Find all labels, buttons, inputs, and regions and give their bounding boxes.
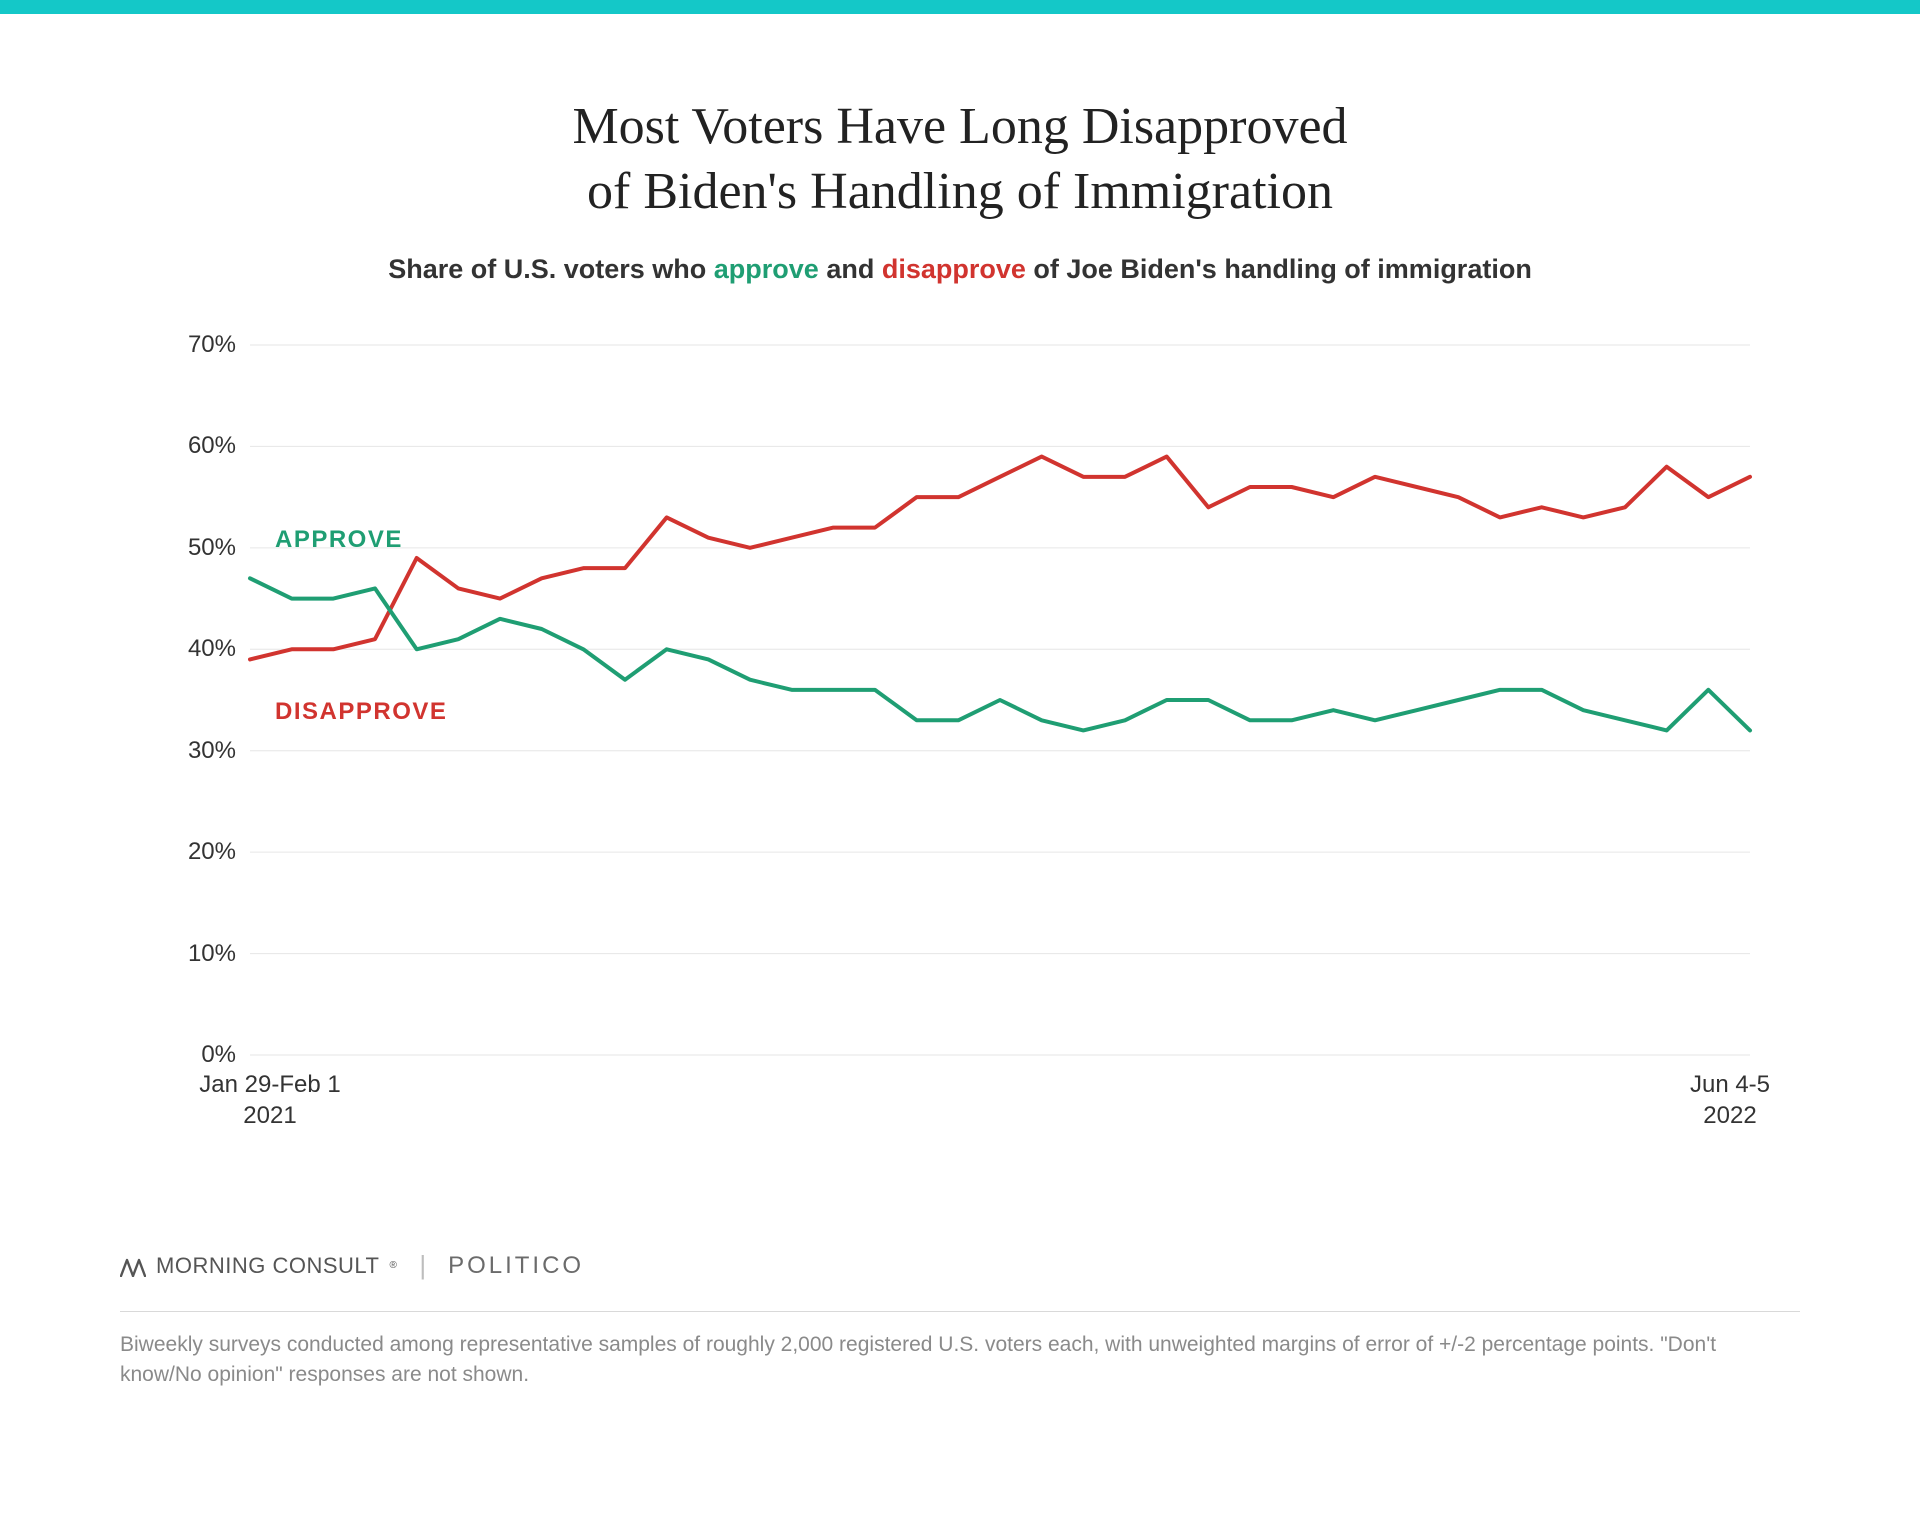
x-end-line1: Jun 4-5 <box>1690 1071 1770 1098</box>
subtitle-mid: and <box>819 254 882 284</box>
series-label-disapprove: DISAPPROVE <box>275 698 447 726</box>
subtitle-prefix: Share of U.S. voters who <box>388 254 714 284</box>
morning-consult-mark-icon <box>120 1255 146 1277</box>
subtitle-suffix: of Joe Biden's handling of immigration <box>1026 254 1532 284</box>
chart-subtitle: Share of U.S. voters who approve and dis… <box>120 254 1800 285</box>
y-tick-label: 60% <box>156 432 236 460</box>
trademark: ® <box>389 1260 397 1271</box>
title-line-2: of Biden's Handling of Immigration <box>587 163 1333 220</box>
subtitle-approve-word: approve <box>714 254 819 284</box>
footnote-text: Biweekly surveys conducted among represe… <box>120 1330 1770 1391</box>
y-tick-label: 0% <box>156 1041 236 1069</box>
politico-logo: POLITICO <box>448 1252 584 1280</box>
x-start-line2: 2021 <box>243 1102 296 1129</box>
title-line-1: Most Voters Have Long Disapproved <box>572 98 1347 155</box>
subtitle-disapprove-word: disapprove <box>882 254 1026 284</box>
chart-title: Most Voters Have Long Disapproved of Bid… <box>120 94 1800 224</box>
morning-consult-text: MORNING CONSULT <box>156 1253 379 1279</box>
y-tick-label: 20% <box>156 838 236 866</box>
chart-container: Most Voters Have Long Disapproved of Bid… <box>0 14 1920 1431</box>
x-start-line1: Jan 29-Feb 1 <box>199 1071 340 1098</box>
y-tick-label: 50% <box>156 534 236 562</box>
y-tick-label: 70% <box>156 331 236 359</box>
top-accent-bar <box>0 0 1920 14</box>
x-axis-start-label: Jan 29-Feb 1 2021 <box>180 1069 360 1131</box>
line-chart: APPROVE DISAPPROVE Jan 29-Feb 1 2021 Jun… <box>150 335 1770 1195</box>
y-tick-label: 30% <box>156 737 236 765</box>
x-axis-end-label: Jun 4-5 2022 <box>1660 1069 1800 1131</box>
y-tick-label: 40% <box>156 635 236 663</box>
x-end-line2: 2022 <box>1703 1102 1756 1129</box>
series-label-approve: APPROVE <box>275 526 403 554</box>
credit-divider: | <box>419 1250 426 1281</box>
y-tick-label: 10% <box>156 940 236 968</box>
morning-consult-logo: MORNING CONSULT ® <box>120 1253 397 1279</box>
footnote-divider <box>120 1311 1800 1312</box>
credit-row: MORNING CONSULT ® | POLITICO <box>120 1250 1800 1281</box>
